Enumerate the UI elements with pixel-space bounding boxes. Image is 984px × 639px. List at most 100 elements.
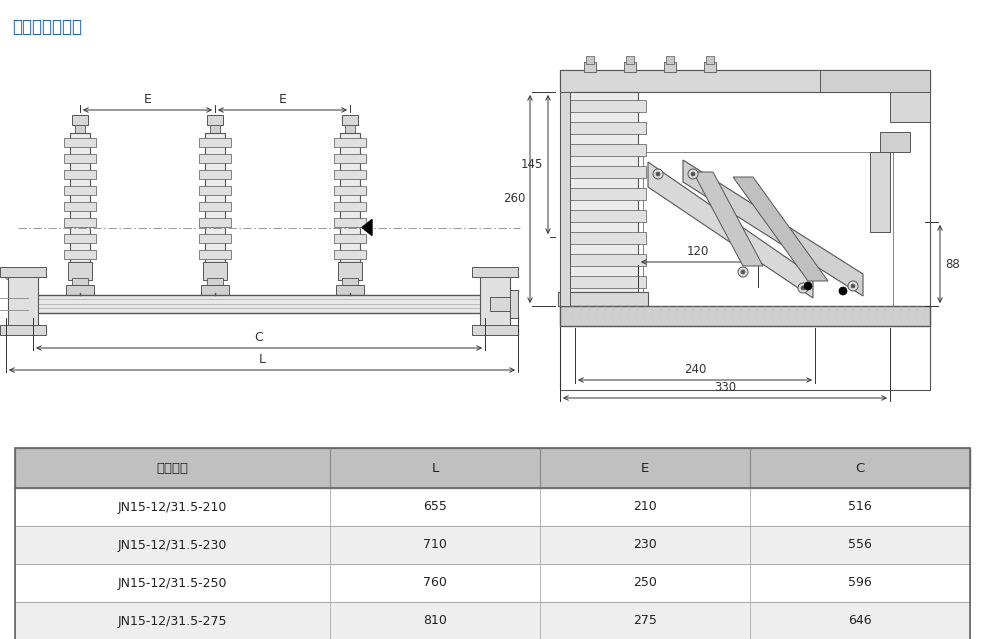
Bar bbox=[201, 285, 229, 295]
Bar bbox=[560, 92, 570, 306]
Bar bbox=[205, 133, 225, 262]
Bar bbox=[560, 122, 646, 134]
Bar bbox=[870, 152, 890, 232]
Bar bbox=[334, 202, 366, 211]
Text: 88: 88 bbox=[945, 258, 959, 270]
Bar bbox=[210, 125, 220, 133]
Text: JN15-12/31.5-230: JN15-12/31.5-230 bbox=[118, 539, 227, 551]
Bar bbox=[890, 92, 930, 122]
Bar bbox=[70, 133, 90, 262]
Text: 外形及安装尺寸: 外形及安装尺寸 bbox=[12, 18, 82, 36]
Circle shape bbox=[292, 297, 306, 311]
Bar bbox=[64, 202, 96, 211]
Bar bbox=[72, 278, 88, 286]
Bar bbox=[334, 170, 366, 179]
Text: C: C bbox=[855, 461, 865, 475]
Bar bbox=[560, 100, 646, 112]
Text: JN15-12/31.5-275: JN15-12/31.5-275 bbox=[118, 615, 227, 627]
Bar bbox=[334, 186, 366, 195]
Bar bbox=[199, 154, 231, 163]
Circle shape bbox=[6, 330, 11, 335]
Bar bbox=[560, 188, 646, 200]
Text: E: E bbox=[278, 93, 286, 106]
Circle shape bbox=[599, 188, 607, 196]
Bar bbox=[64, 154, 96, 163]
Text: L: L bbox=[259, 353, 266, 366]
Circle shape bbox=[801, 286, 805, 290]
Circle shape bbox=[804, 282, 812, 290]
Bar bbox=[510, 290, 518, 318]
Bar bbox=[0, 267, 46, 277]
Bar bbox=[472, 325, 518, 335]
Bar bbox=[199, 234, 231, 243]
Bar bbox=[568, 92, 638, 292]
Bar bbox=[560, 166, 646, 178]
Bar bbox=[64, 218, 96, 227]
Bar bbox=[560, 254, 646, 266]
Bar bbox=[560, 276, 646, 288]
Bar bbox=[560, 70, 930, 390]
Bar bbox=[584, 62, 596, 72]
Text: 275: 275 bbox=[634, 615, 657, 627]
Bar bbox=[15, 564, 970, 602]
Bar bbox=[68, 262, 92, 280]
Circle shape bbox=[691, 172, 695, 176]
Circle shape bbox=[738, 267, 748, 277]
Bar bbox=[706, 56, 714, 64]
Bar bbox=[820, 70, 930, 92]
Circle shape bbox=[848, 281, 858, 291]
Bar bbox=[64, 186, 96, 195]
Text: 596: 596 bbox=[848, 576, 872, 590]
Bar bbox=[624, 62, 636, 72]
Text: 646: 646 bbox=[848, 615, 872, 627]
Text: E: E bbox=[144, 93, 152, 106]
Bar bbox=[666, 56, 674, 64]
Bar bbox=[15, 448, 970, 639]
Bar bbox=[64, 138, 96, 147]
Bar bbox=[199, 250, 231, 259]
Bar bbox=[336, 285, 364, 295]
Bar bbox=[472, 267, 518, 277]
Polygon shape bbox=[648, 162, 813, 298]
Text: 330: 330 bbox=[714, 381, 736, 394]
Bar bbox=[8, 275, 38, 330]
Circle shape bbox=[296, 301, 302, 307]
Bar bbox=[199, 218, 231, 227]
Bar bbox=[207, 278, 223, 286]
Bar bbox=[558, 292, 648, 306]
Bar bbox=[338, 262, 362, 280]
Bar bbox=[586, 56, 594, 64]
Text: 556: 556 bbox=[848, 539, 872, 551]
Text: 760: 760 bbox=[423, 576, 447, 590]
Text: 230: 230 bbox=[634, 539, 657, 551]
Bar bbox=[643, 152, 893, 306]
Bar bbox=[626, 56, 634, 64]
Circle shape bbox=[798, 283, 808, 293]
Bar bbox=[199, 186, 231, 195]
Bar bbox=[480, 275, 510, 330]
Circle shape bbox=[688, 169, 698, 179]
Text: C: C bbox=[255, 331, 264, 344]
Circle shape bbox=[741, 270, 745, 274]
Text: 516: 516 bbox=[848, 500, 872, 514]
Text: 655: 655 bbox=[423, 500, 447, 514]
Text: 210: 210 bbox=[634, 500, 657, 514]
Bar bbox=[64, 234, 96, 243]
Polygon shape bbox=[733, 177, 828, 281]
Circle shape bbox=[851, 284, 855, 288]
Circle shape bbox=[904, 99, 916, 111]
Text: 260: 260 bbox=[503, 192, 525, 206]
Bar bbox=[64, 170, 96, 179]
Bar bbox=[560, 306, 930, 326]
Text: 240: 240 bbox=[684, 363, 707, 376]
Bar bbox=[704, 62, 716, 72]
Bar bbox=[334, 138, 366, 147]
Bar bbox=[560, 232, 646, 244]
Bar bbox=[75, 125, 85, 133]
Bar bbox=[199, 170, 231, 179]
Bar bbox=[560, 70, 930, 92]
Circle shape bbox=[6, 275, 11, 279]
Text: E: E bbox=[642, 461, 649, 475]
Bar bbox=[28, 295, 490, 313]
Bar bbox=[342, 115, 358, 125]
